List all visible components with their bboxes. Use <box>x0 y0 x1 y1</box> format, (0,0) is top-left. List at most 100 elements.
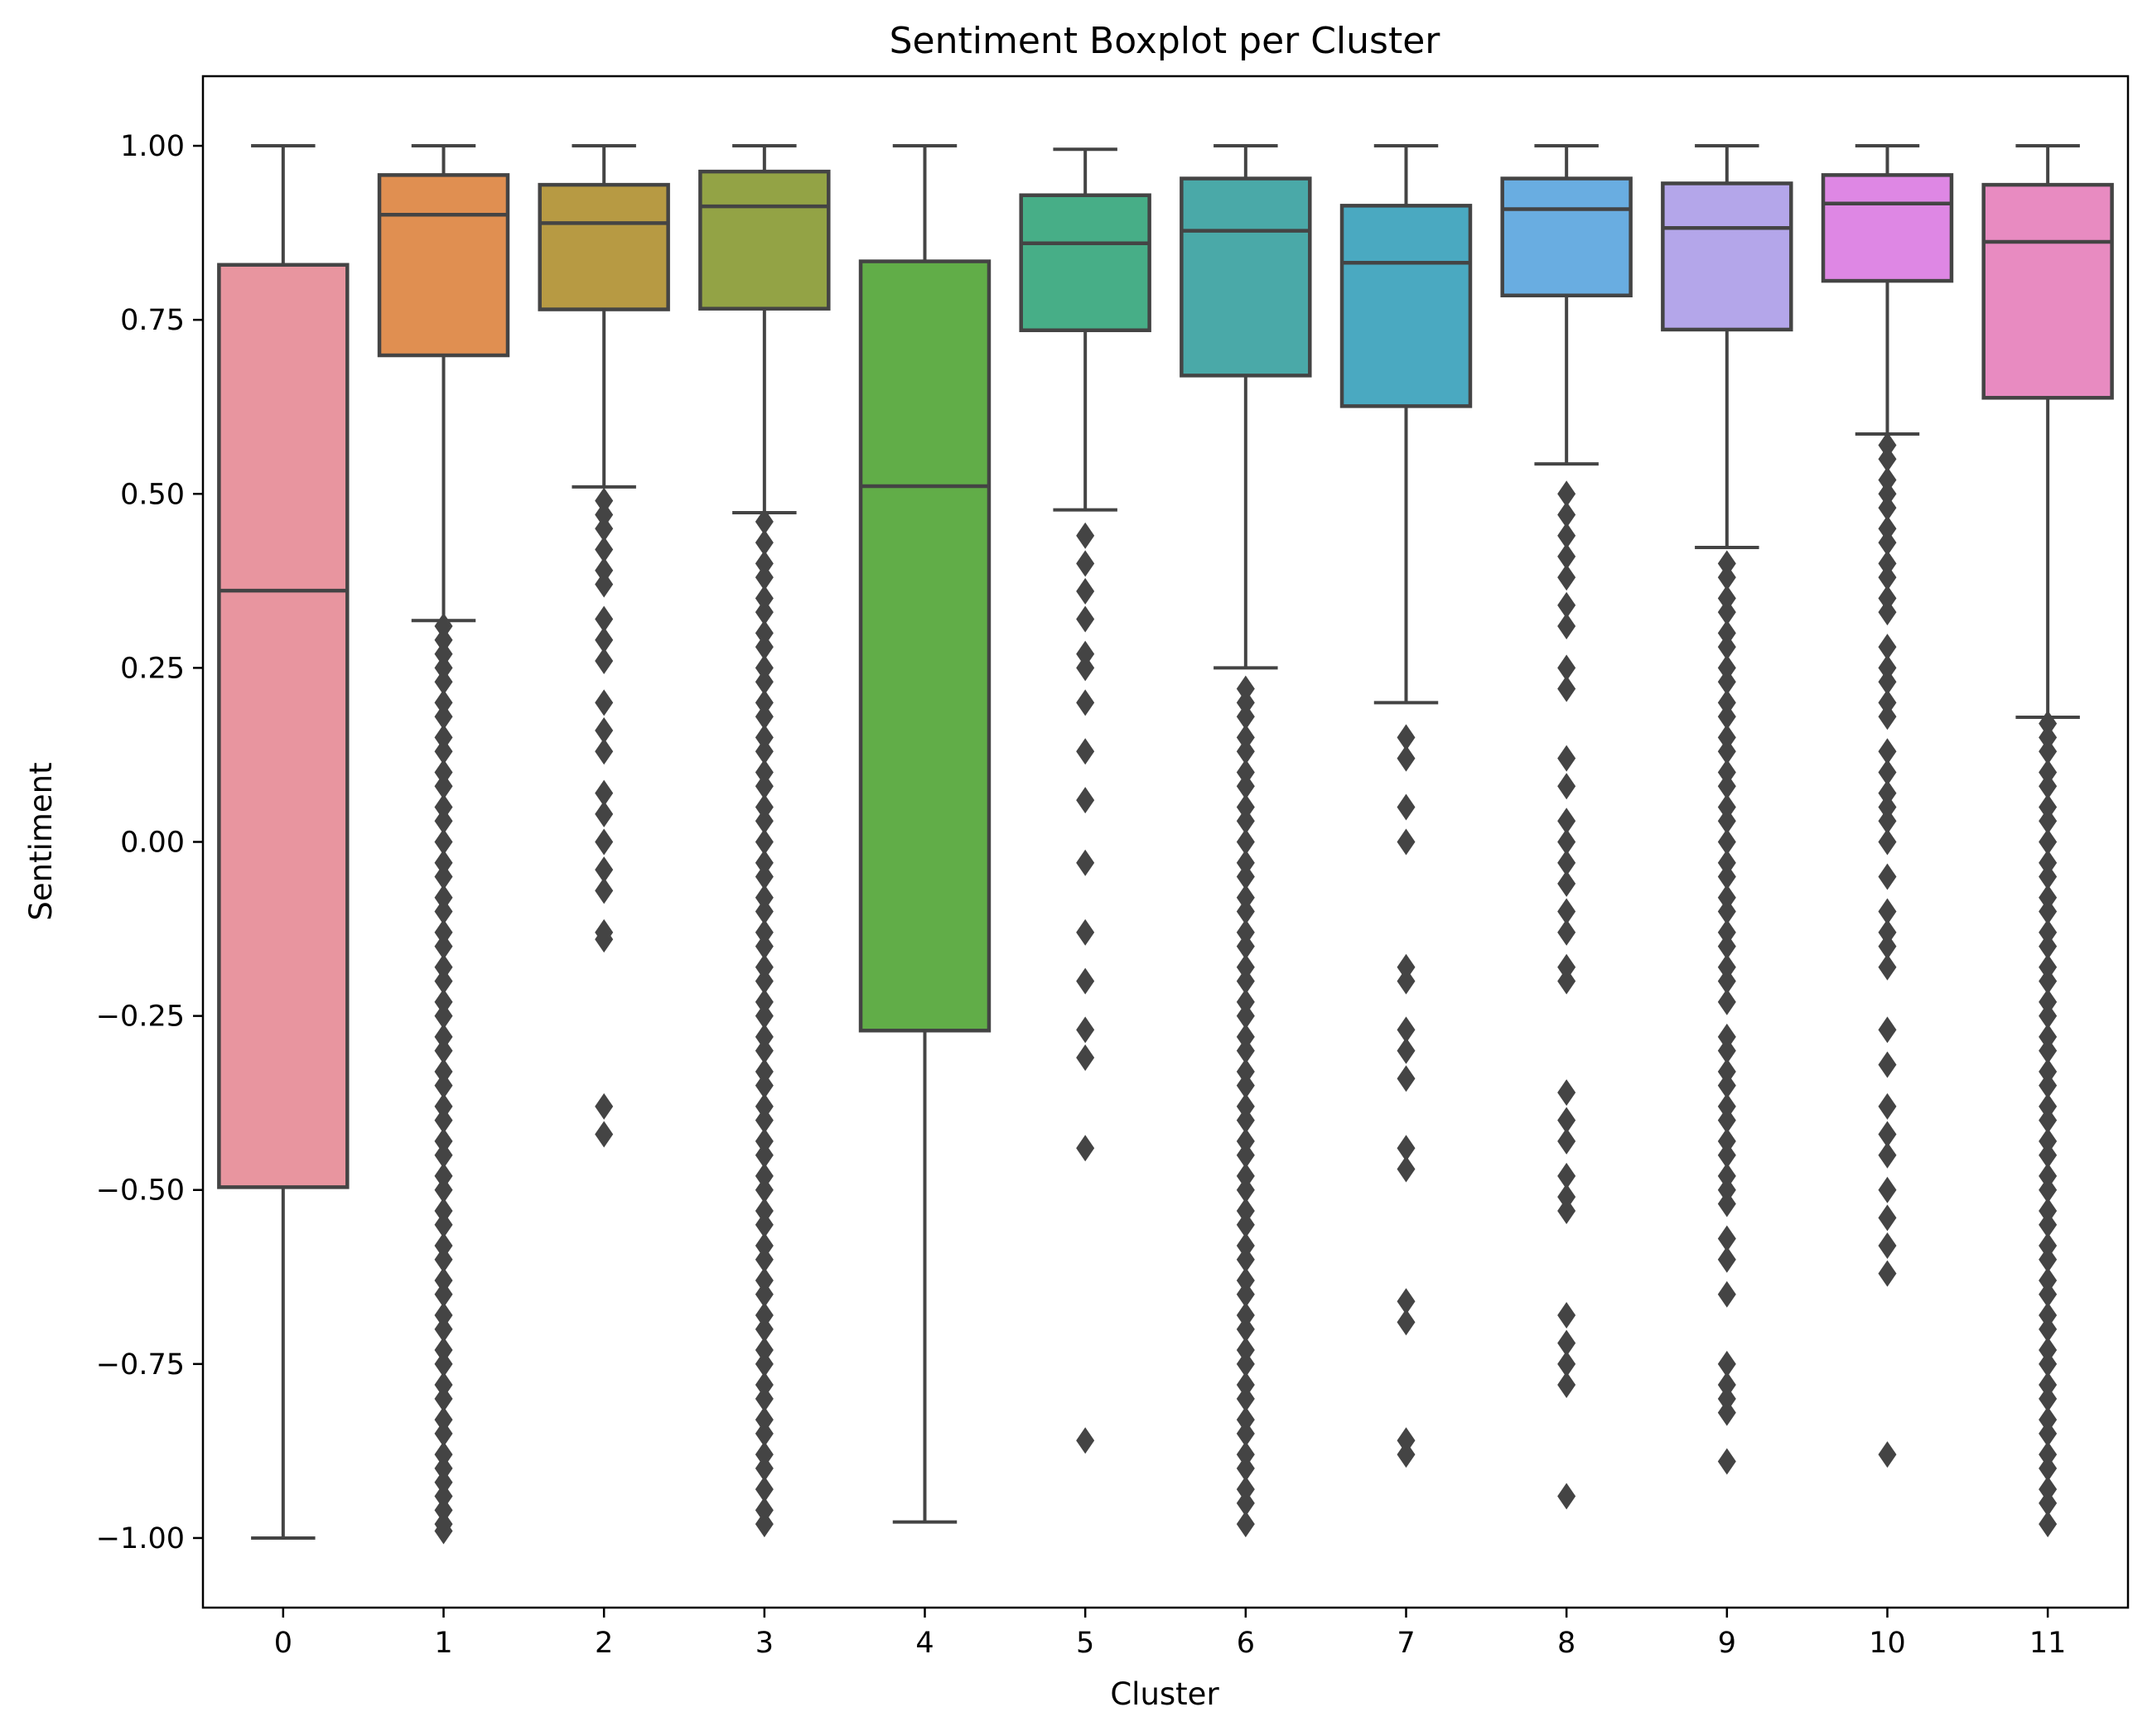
outlier-point <box>1878 919 1897 946</box>
outlier-point <box>1557 542 1576 570</box>
outlier-point <box>1557 675 1576 702</box>
outlier-point <box>1236 849 1255 876</box>
outlier-point <box>595 926 614 953</box>
outlier-point <box>1557 1162 1576 1189</box>
outlier-point <box>1878 898 1897 925</box>
outlier-point <box>1236 1023 1255 1050</box>
outlier-point <box>755 738 774 765</box>
outlier-point <box>434 1517 453 1545</box>
outlier-point <box>1878 933 1897 960</box>
outlier-point <box>755 1072 774 1099</box>
outlier-point <box>2039 793 2058 821</box>
outlier-point <box>2039 1372 2058 1399</box>
outlier-point <box>1397 1155 1416 1183</box>
outlier-point <box>1236 1315 1255 1343</box>
outlier-point <box>1397 1135 1416 1162</box>
outlier-point <box>1236 967 1255 995</box>
outlier-point <box>1236 1420 1255 1447</box>
outlier-point <box>434 1337 453 1364</box>
y-tick-label: −0.75 <box>96 1348 185 1382</box>
outlier-point <box>1717 1092 1736 1120</box>
outlier-point <box>755 1092 774 1120</box>
outlier-point <box>1717 849 1736 876</box>
outlier-point <box>434 898 453 925</box>
outlier-point <box>1236 1141 1255 1169</box>
outlier-point <box>434 654 453 682</box>
outlier-point <box>1557 828 1576 856</box>
outlier-point <box>434 759 453 786</box>
outlier-point <box>1236 828 1255 856</box>
y-tick-label: 0.00 <box>120 827 185 860</box>
outlier-point <box>434 703 453 731</box>
outlier-point <box>755 863 774 890</box>
outlier-point <box>1236 1072 1255 1099</box>
outlier-point <box>1878 1016 1897 1044</box>
outlier-point <box>755 1476 774 1503</box>
outlier-point <box>1397 745 1416 772</box>
outlier-point <box>1236 738 1255 765</box>
outlier-point <box>1557 1372 1576 1399</box>
outlier-point <box>434 1266 453 1294</box>
outlier-point <box>1717 1448 1736 1475</box>
outlier-point <box>595 1092 614 1120</box>
outlier-point <box>1236 1211 1255 1238</box>
outlier-point <box>434 1497 453 1524</box>
outlier-point <box>755 508 774 535</box>
outlier-point <box>1236 1350 1255 1377</box>
outlier-point <box>1236 933 1255 960</box>
outlier-point <box>1076 1427 1095 1454</box>
y-tick-label: 0.25 <box>120 652 185 685</box>
box-3 <box>698 169 831 311</box>
outlier-point <box>2039 1127 2058 1155</box>
outlier-point <box>1236 793 1255 821</box>
outlier-point <box>1397 967 1416 995</box>
outlier-point <box>1878 1176 1897 1203</box>
x-tick-label: 10 <box>1869 1627 1906 1660</box>
outlier-point <box>1236 703 1255 731</box>
outlier-point <box>434 953 453 981</box>
outlier-point <box>1236 898 1255 925</box>
outlier-point <box>755 1302 774 1329</box>
outlier-point <box>2039 1107 2058 1134</box>
box-group-0 <box>217 144 350 1540</box>
box-group-1 <box>377 144 510 1545</box>
outlier-point <box>1236 1162 1255 1189</box>
outlier-point <box>2039 1232 2058 1259</box>
box-group-2 <box>538 144 670 1148</box>
outlier-point <box>1236 1002 1255 1030</box>
outlier-point <box>1236 884 1255 911</box>
outlier-point <box>1717 1127 1736 1155</box>
outlier-point <box>755 564 774 591</box>
outlier-point <box>755 703 774 731</box>
outlier-point <box>434 1023 453 1050</box>
outlier-point <box>2039 1385 2058 1412</box>
outlier-point <box>2039 1072 2058 1099</box>
outlier-point <box>1397 1427 1416 1454</box>
outlier-point <box>1878 550 1897 577</box>
outlier-point <box>1076 787 1095 814</box>
outlier-point <box>1557 953 1576 981</box>
outlier-point <box>2039 1454 2058 1482</box>
outlier-point <box>434 1107 453 1134</box>
outlier-point <box>1236 1176 1255 1203</box>
outlier-point <box>1397 1441 1416 1468</box>
outlier-point <box>1397 1288 1416 1315</box>
outlier-point <box>1236 1037 1255 1064</box>
outlier-point <box>1236 1107 1255 1134</box>
outlier-point <box>1717 1190 1736 1218</box>
outlier-point <box>1236 759 1255 786</box>
outlier-point <box>2039 1280 2058 1308</box>
outlier-point <box>434 773 453 800</box>
outlier-point <box>1878 779 1897 807</box>
outlier-point <box>755 1420 774 1447</box>
outlier-point <box>1076 605 1095 633</box>
outlier-point <box>434 1232 453 1259</box>
outlier-point <box>1397 1309 1416 1336</box>
outlier-point <box>755 634 774 661</box>
outlier-point <box>755 550 774 577</box>
outlier-point <box>1878 1232 1897 1259</box>
outlier-point <box>1717 654 1736 682</box>
outlier-point <box>1717 828 1736 856</box>
outlier-point <box>1878 480 1897 508</box>
outlier-point <box>1236 773 1255 800</box>
